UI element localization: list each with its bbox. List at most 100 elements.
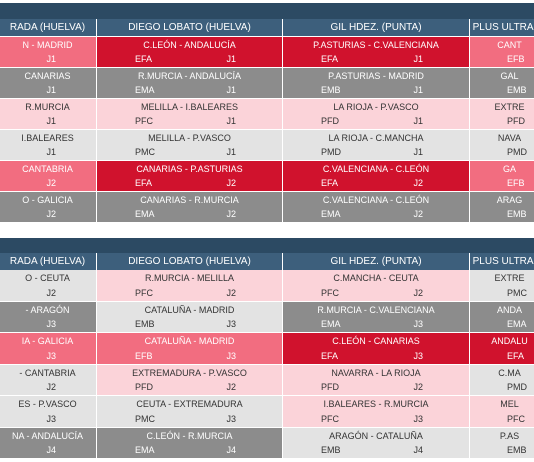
match-cell: P.ASTURIAS - MADRID EMB J1 [283, 68, 470, 99]
match-cell: ES - P.VASCO J3 [0, 396, 97, 428]
round: J3 [226, 350, 236, 361]
match-cell: LA RIOJA - C.MANCHA PMD J1 [283, 130, 470, 161]
category: EMA [135, 445, 155, 455]
match-cell: CANTABRIA J2 [0, 161, 97, 192]
column-header: DIEGO LOBATO (HUELVA) [97, 253, 283, 270]
match: LA RIOJA - C.MANCHA [328, 133, 424, 143]
round: J2 [413, 287, 423, 298]
match: O - CEUTA [25, 273, 70, 283]
match: C.MANCHA - CEUTA [333, 273, 419, 283]
category: PFD [321, 116, 339, 126]
match: GA [502, 164, 516, 174]
match-cell: CEUTA - EXTREMADURA PMC J3 [97, 396, 283, 428]
match: C.VALENCIANA - C.LEÓN [322, 195, 430, 205]
column-header: RADA (HUELVA) [0, 19, 97, 36]
category: PMC [507, 287, 527, 298]
round: J1 [413, 85, 423, 95]
match: I.BALEARES - R.MURCIA [323, 399, 429, 409]
match: NA - ANDALUCÍA [11, 430, 84, 441]
round: J3 [413, 350, 423, 361]
match: C.VALENCIANA - C.LEÓN [322, 164, 430, 174]
category: PFD [135, 382, 153, 392]
category: EMA [321, 319, 341, 329]
round: J3 [226, 319, 236, 329]
match: R.MURCIA - ANDALUCÍA [137, 71, 242, 81]
match-cell: - ARAGÓN J3 [0, 301, 97, 333]
round: J3 [413, 319, 423, 329]
category: EMA [135, 209, 155, 219]
match-cell: R.MURCIA J1 [0, 99, 97, 130]
category: EMA [321, 209, 341, 219]
column-header: DIEGO LOBATO (HUELVA) [97, 19, 283, 36]
match-cell: CATALUÑA - MADRID EFB J3 [97, 333, 283, 365]
match-cell: CANT EFB [470, 37, 534, 68]
match: R.MURCIA [25, 102, 70, 112]
round: J2 [413, 382, 423, 392]
match: R.MURCIA - C.VALENCIANA [317, 304, 435, 315]
round: J2 [226, 209, 236, 219]
category: EMB [507, 209, 527, 219]
round: J3 [46, 413, 56, 424]
round: J4 [46, 445, 56, 455]
match-cell: MELILLA - P.VASCO PMC J1 [97, 130, 283, 161]
match: EXTRE [494, 273, 525, 283]
match-cell: NA - ANDALUCÍA J4 [0, 427, 97, 459]
match: C.LEÓN - ANDALUCÍA [143, 40, 236, 50]
round: J2 [46, 209, 56, 219]
match: P.ASTURIAS - C.VALENCIANA [313, 40, 439, 50]
category: PFC [135, 287, 153, 298]
category: PMD [321, 147, 341, 157]
match-cell: I.BALEARES - R.MURCIA PFC J3 [283, 396, 470, 428]
match-cell: O - CEUTA J2 [0, 270, 97, 302]
match: CATALUÑA - MADRID [144, 336, 235, 346]
match: ES - P.VASCO [18, 399, 77, 409]
match: - CANTABRIA [19, 367, 76, 378]
round: J2 [46, 178, 56, 188]
category: PFD [321, 382, 339, 392]
category: EFA [321, 350, 339, 361]
match-cell: C.LEÓN - CANARIAS EFA J3 [283, 333, 470, 365]
match-cell: NAVA PMD [470, 130, 534, 161]
match-cell: P.AS EMB [470, 427, 534, 459]
column-header: GIL HDEZ. (PUNTA) [283, 19, 470, 36]
match-cell: ANDA EMA [470, 301, 534, 333]
round: J1 [226, 147, 236, 157]
category: EMA [507, 319, 527, 329]
match: R.MURCIA - MELILLA [144, 273, 235, 283]
category: EMB [321, 85, 341, 95]
match: CANARIAS [24, 71, 71, 81]
round: J3 [46, 319, 56, 329]
match-cell: NAVARRA - LA RIOJA PFD J2 [283, 364, 470, 396]
match: ARAGÓN - CATALUÑA [329, 430, 423, 441]
match: N - MADRID [22, 40, 73, 50]
round: J2 [226, 178, 236, 188]
match: CANTABRIA [22, 164, 73, 174]
round: J3 [413, 413, 423, 424]
match: O - GALICIA [22, 195, 73, 205]
match-cell: C.VALENCIANA - C.LEÓN EMA J2 [283, 192, 470, 223]
round: J1 [226, 116, 236, 126]
match: MEL [500, 399, 519, 409]
match-cell: MELILLA - I.BALEARES PFC J1 [97, 99, 283, 130]
match: EXTREMADURA - P.VASCO [132, 367, 247, 378]
match: ANDALU [491, 336, 528, 346]
match-cell: R.MURCIA - ANDALUCÍA EMA J1 [97, 68, 283, 99]
match: LA RIOJA - P.VASCO [333, 102, 419, 112]
column-header: PLUS ULTRA (C [470, 19, 534, 36]
match-cell: CANARIAS J1 [0, 68, 97, 99]
match-cell: N - MADRID J1 [0, 37, 97, 68]
match: ANDA [496, 304, 522, 315]
round: J1 [226, 54, 236, 64]
match-cell: - CANTABRIA J2 [0, 364, 97, 396]
round: J2 [226, 287, 236, 298]
match-cell: O - GALICIA J2 [0, 192, 97, 223]
round: J1 [46, 54, 56, 64]
match-cell: ANDALU EFA [470, 333, 534, 365]
category: PFC [321, 287, 339, 298]
match-cell: ARAG EMB [470, 192, 534, 223]
match: NAVA [497, 133, 522, 143]
round: J3 [226, 413, 236, 424]
round: J2 [413, 209, 423, 219]
match: IA - GALICIA [21, 336, 74, 346]
